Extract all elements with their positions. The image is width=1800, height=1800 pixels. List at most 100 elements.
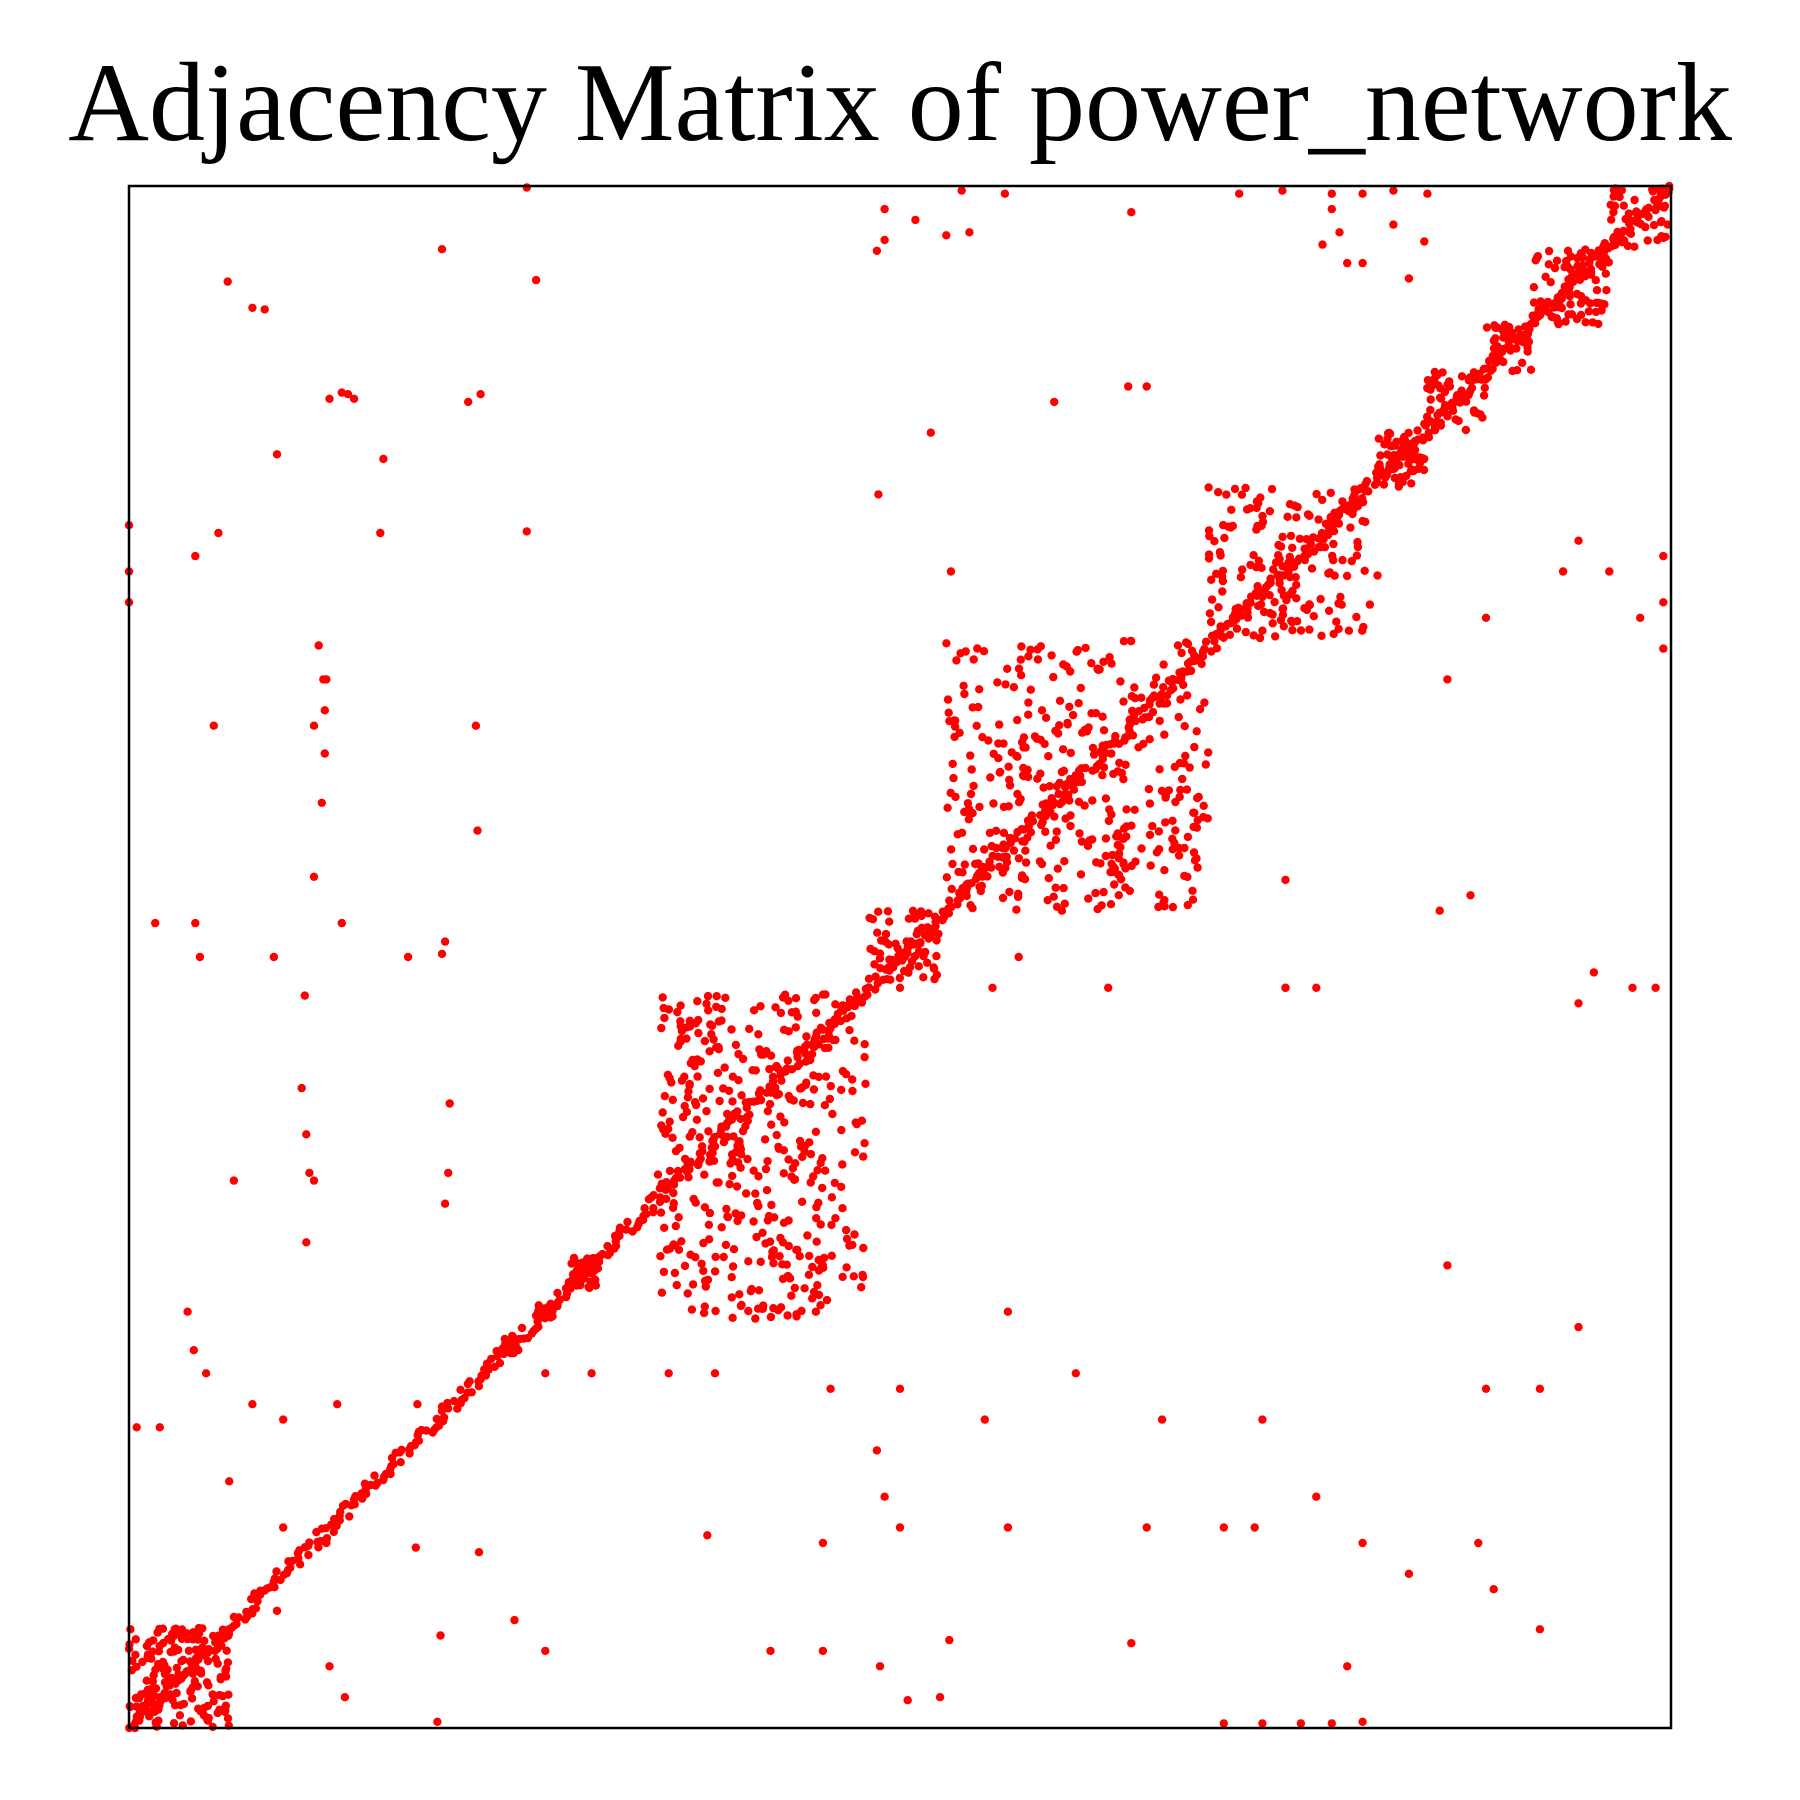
block-point xyxy=(1074,797,1084,806)
block-point xyxy=(1292,513,1301,522)
offdiag-point xyxy=(201,1369,211,1378)
block-point xyxy=(1114,891,1124,900)
block-point xyxy=(1088,796,1097,805)
offdiag-point xyxy=(1651,983,1660,992)
offdiag-point xyxy=(440,1199,450,1208)
block-point xyxy=(1145,799,1155,808)
block-point xyxy=(793,1245,802,1255)
block-point xyxy=(143,1685,152,1695)
block-point xyxy=(1443,380,1452,389)
block-point xyxy=(1021,846,1030,855)
block-point xyxy=(932,951,941,961)
block-point xyxy=(924,909,933,918)
block-point xyxy=(1145,830,1155,840)
block-point xyxy=(135,1712,145,1721)
block-point xyxy=(1350,485,1359,494)
block-point xyxy=(1160,866,1169,875)
block-point xyxy=(1230,484,1240,494)
block-point xyxy=(948,859,957,869)
offdiag-point xyxy=(664,1369,673,1378)
block-point xyxy=(728,1171,737,1181)
block-point xyxy=(989,799,998,808)
block-point xyxy=(1036,642,1046,651)
block-point xyxy=(736,1301,746,1311)
block-point xyxy=(568,1270,578,1279)
block-point xyxy=(1059,883,1068,893)
block-point xyxy=(1071,771,1080,780)
offdiag-point xyxy=(874,490,883,499)
block-point xyxy=(1407,479,1416,488)
block-point xyxy=(942,873,951,882)
block-point xyxy=(858,1270,867,1280)
block-point xyxy=(960,689,969,699)
block-point xyxy=(850,1036,859,1045)
block-point xyxy=(720,1063,729,1072)
diagonal-point xyxy=(432,1414,441,1424)
block-point xyxy=(501,1339,510,1348)
block-point xyxy=(662,1245,672,1254)
block-point xyxy=(1014,854,1024,863)
block-point xyxy=(908,906,918,915)
block-point xyxy=(1161,793,1170,802)
block-point xyxy=(795,1136,805,1146)
diagonal-point xyxy=(345,1512,354,1521)
block-point xyxy=(783,1311,792,1320)
block-point xyxy=(1002,842,1011,851)
block-point xyxy=(916,907,926,916)
block-point xyxy=(1216,631,1226,641)
block-point xyxy=(749,1166,758,1175)
offdiag-point xyxy=(1281,983,1290,992)
block-point xyxy=(682,1107,692,1117)
block-point xyxy=(1546,278,1555,287)
block-point xyxy=(1316,534,1326,544)
block-point xyxy=(1316,542,1325,551)
block-point xyxy=(1594,298,1603,308)
block-point xyxy=(989,749,998,758)
offdiag-point xyxy=(957,186,966,195)
block-point xyxy=(1365,600,1375,609)
block-point xyxy=(804,1270,814,1280)
offdiag-point xyxy=(1057,767,1067,777)
block-point xyxy=(1105,653,1114,662)
diagonal-point xyxy=(253,1596,262,1606)
block-point xyxy=(803,1231,812,1240)
block-point xyxy=(776,1008,786,1018)
offdiag-point xyxy=(926,428,935,437)
block-point xyxy=(1379,480,1389,489)
block-point xyxy=(1115,758,1124,768)
block-point xyxy=(1353,537,1362,547)
block-point xyxy=(163,1665,172,1675)
block-point xyxy=(1027,811,1037,820)
block-point xyxy=(1329,556,1338,565)
block-point xyxy=(850,1230,859,1239)
block-point xyxy=(1283,568,1293,577)
offdiag-point xyxy=(322,1538,331,1548)
diagonal-point xyxy=(1009,846,1019,855)
block-point xyxy=(726,1159,735,1168)
block-point xyxy=(957,828,967,837)
block-point xyxy=(1175,792,1184,802)
block-point xyxy=(1119,697,1128,706)
block-point xyxy=(1055,721,1064,730)
offdiag-point xyxy=(942,231,951,240)
block-point xyxy=(546,1313,555,1322)
block-point xyxy=(670,1268,680,1278)
block-point xyxy=(712,992,721,1001)
block-point xyxy=(765,1237,775,1246)
block-point xyxy=(1238,565,1247,574)
block-point xyxy=(1066,748,1076,758)
block-point xyxy=(1550,263,1560,273)
block-point xyxy=(1618,238,1627,247)
block-point xyxy=(1295,534,1305,543)
offdiag-point xyxy=(895,1384,905,1394)
block-point xyxy=(999,802,1009,812)
block-point xyxy=(814,1072,823,1082)
block-point xyxy=(1361,486,1370,496)
block-point xyxy=(693,1072,702,1081)
diagonal-point xyxy=(864,983,873,992)
block-point xyxy=(783,1272,792,1281)
block-point xyxy=(183,1634,192,1644)
block-point xyxy=(1060,899,1070,908)
block-point xyxy=(1175,668,1184,677)
block-point xyxy=(1055,778,1064,788)
